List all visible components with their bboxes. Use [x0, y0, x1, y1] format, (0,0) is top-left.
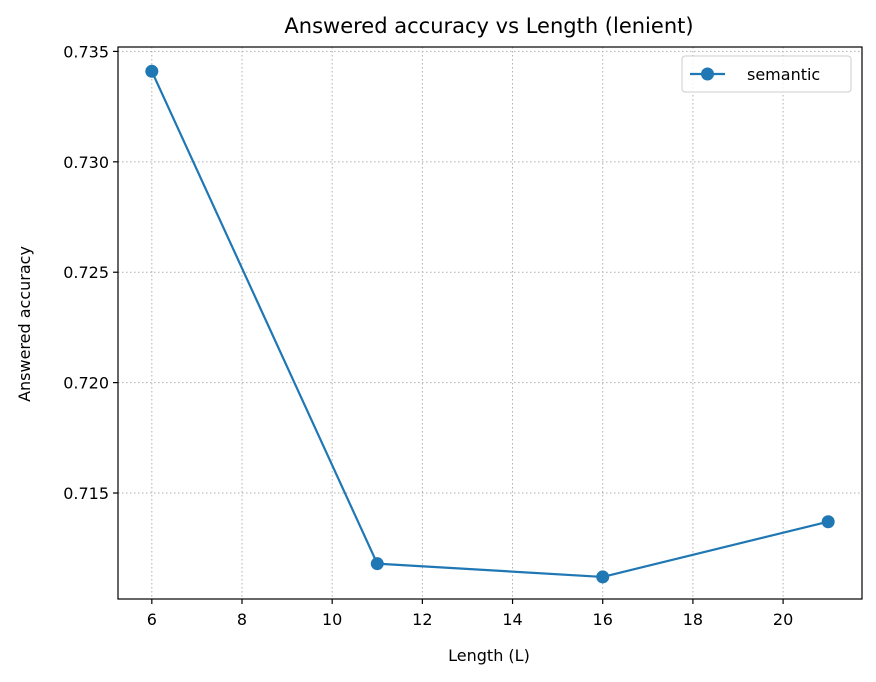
- x-axis-ticks: 6 8 10 12 14 16 18 20: [147, 599, 793, 629]
- chart-title: Answered accuracy vs Length (lenient): [284, 14, 693, 38]
- y-tick-label: 0.715: [63, 484, 109, 503]
- x-tick-label: 20: [773, 610, 793, 629]
- x-tick-label: 18: [683, 610, 703, 629]
- x-tick-label: 14: [502, 610, 522, 629]
- data-point: [370, 557, 384, 571]
- plot-frame: [117, 46, 863, 600]
- x-tick-label: 10: [322, 610, 342, 629]
- x-tick-label: 8: [237, 610, 247, 629]
- x-tick-label: 16: [593, 610, 613, 629]
- y-axis-label: Answered accuracy: [15, 246, 34, 402]
- x-tick-label: 12: [412, 610, 432, 629]
- y-tick-label: 0.730: [63, 153, 109, 172]
- grid-layer: [118, 47, 862, 599]
- y-tick-label: 0.720: [63, 374, 109, 393]
- data-point: [821, 515, 835, 529]
- y-tick-label: 0.735: [63, 42, 109, 61]
- x-axis-label: Length (L): [448, 646, 530, 665]
- x-tick-label: 6: [147, 610, 157, 629]
- series-line-semantic: [150, 70, 829, 579]
- y-tick-label: 0.725: [63, 263, 109, 282]
- y-axis-ticks: 0.715 0.720 0.725 0.730 0.735: [63, 42, 118, 503]
- data-point: [145, 64, 159, 78]
- data-point: [596, 570, 610, 584]
- legend: semantic: [681, 55, 852, 93]
- legend-label: semantic: [747, 65, 820, 84]
- legend-marker-swatch: [701, 67, 714, 81]
- legend-box: [681, 55, 852, 93]
- series-layer: [145, 64, 835, 584]
